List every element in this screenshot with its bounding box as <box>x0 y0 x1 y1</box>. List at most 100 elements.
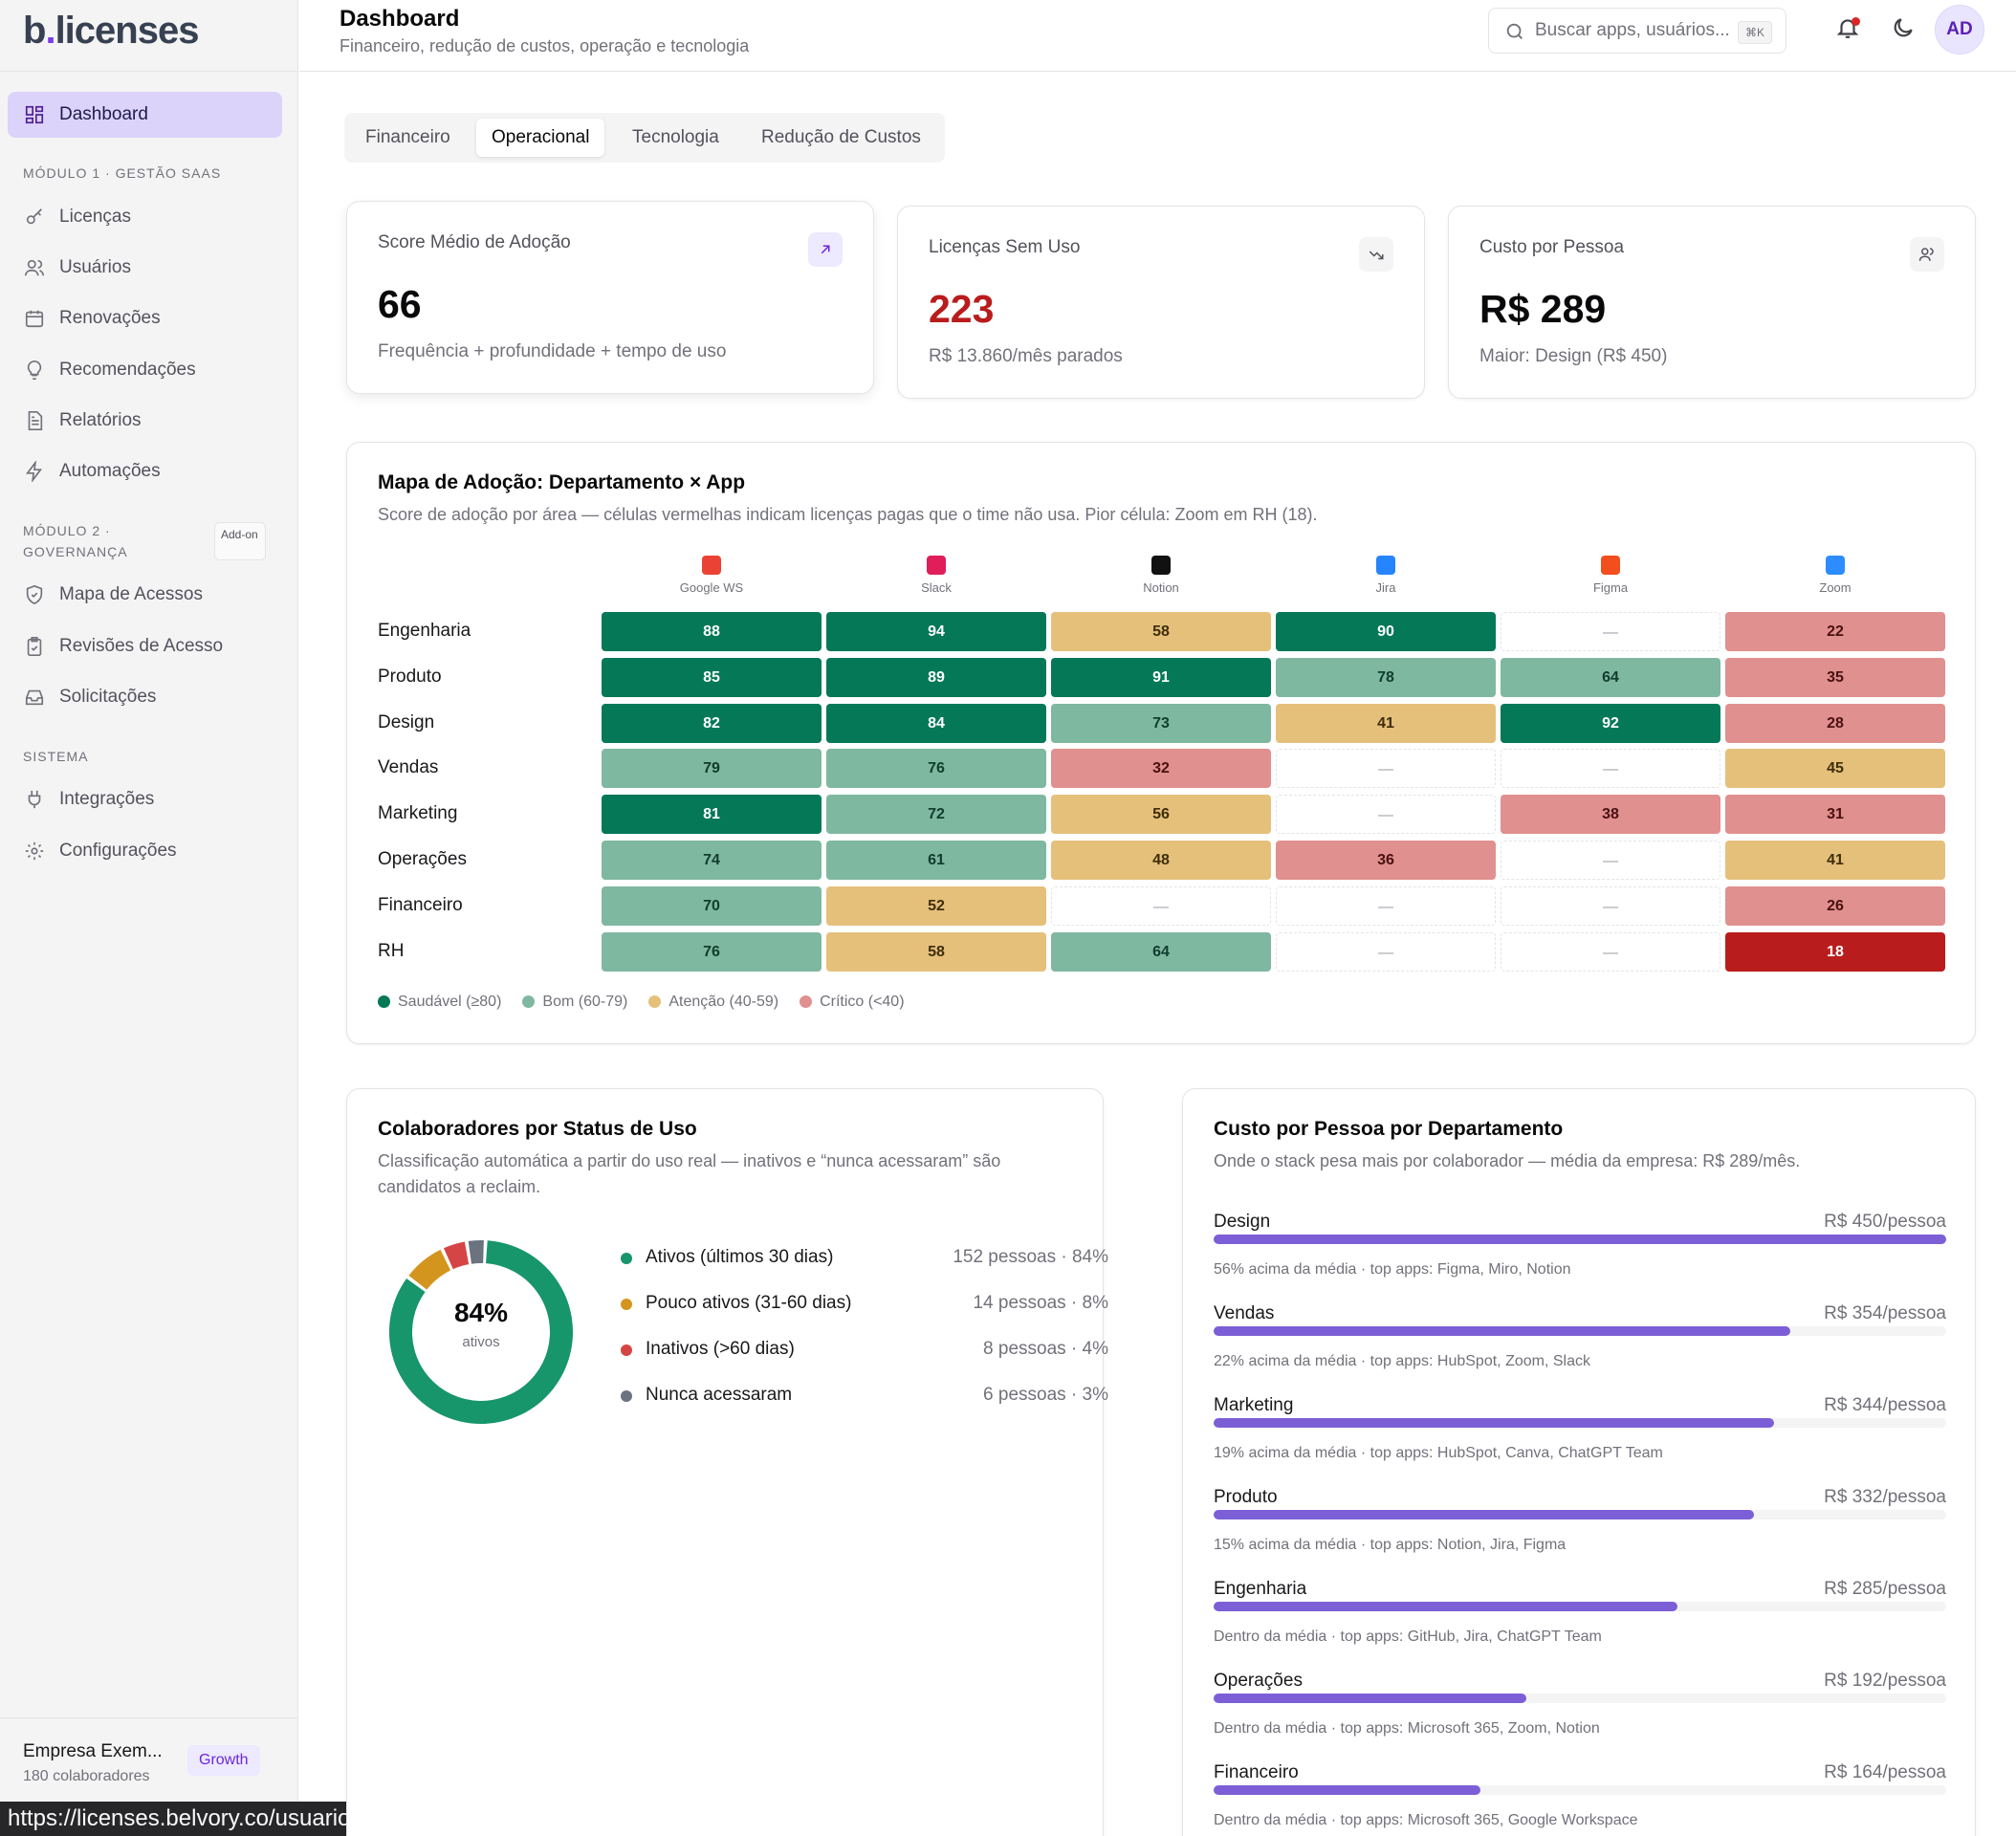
sidebar-item-solicitacoes[interactable]: Solicitações <box>8 674 282 720</box>
heatmap-cell[interactable]: 90 <box>1276 612 1496 651</box>
sidebar-item-configuracoes[interactable]: Configurações <box>8 828 282 874</box>
app-logo-icon <box>1601 556 1620 575</box>
heatmap-cell[interactable]: — <box>1501 749 1720 789</box>
sidebar-item-dashboard[interactable]: Dashboard <box>8 92 282 138</box>
tab-financeiro[interactable]: Financeiro <box>365 127 450 147</box>
heatmap-cell[interactable]: 91 <box>1051 657 1271 697</box>
department-cost: R$ 285/pessoa <box>1824 1579 1946 1599</box>
heatmap-cell[interactable]: 35 <box>1725 657 1945 697</box>
sidebar-item-licencas[interactable]: Licenças <box>8 194 282 240</box>
heatmap-cell[interactable]: — <box>1051 885 1271 926</box>
heatmap-cell[interactable]: 58 <box>1051 612 1271 651</box>
sidebar-item-usuarios[interactable]: Usuários <box>8 245 282 291</box>
heatmap-cell[interactable]: — <box>1276 885 1496 926</box>
sidebar-item-label: Renovações <box>59 308 161 328</box>
kpi-card-licencas-sem-uso[interactable]: Licenças Sem Uso 223 R$ 13.860/mês parad… <box>897 206 1425 399</box>
kpi-card-custo-pessoa[interactable]: Custo por Pessoa R$ 289 Maior: Design (R… <box>1448 206 1976 399</box>
heatmap-cell[interactable]: 89 <box>826 657 1046 697</box>
heatmap-cell[interactable]: — <box>1501 612 1720 651</box>
heatmap-cell[interactable]: 73 <box>1051 703 1271 743</box>
card-title: Mapa de Adoção: Departamento × App <box>378 471 746 493</box>
kpi-value: 66 <box>378 282 422 326</box>
tab-tecnologia[interactable]: Tecnologia <box>632 127 719 147</box>
heatmap-cell[interactable]: 64 <box>1501 657 1720 697</box>
notifications-button[interactable] <box>1835 15 1866 46</box>
department-cost-row[interactable]: Operações R$ 192/pessoa Dentro da média · … <box>1214 1671 1946 1762</box>
adoption-heatmap-card: Mapa de Adoção: Departamento × App Score… <box>346 442 1976 1044</box>
app-column-header: Google WS <box>602 556 822 595</box>
kpi-card-adocao[interactable]: Score Médio de Adoção 66 Frequência + pr… <box>346 201 874 394</box>
heatmap-cell[interactable]: 36 <box>1276 841 1496 880</box>
heatmap-cell[interactable]: 81 <box>602 795 822 835</box>
heatmap-cell[interactable]: 79 <box>602 749 822 789</box>
heatmap-cell[interactable]: 64 <box>1051 931 1271 972</box>
sidebar-item-recomendacoes[interactable]: Recomendações <box>8 347 282 393</box>
heatmap-cell[interactable]: 41 <box>1276 703 1496 743</box>
heatmap-cell[interactable]: 56 <box>1051 795 1271 835</box>
page-title: Dashboard <box>340 6 460 32</box>
heatmap-cell[interactable]: 38 <box>1501 795 1720 835</box>
status-dot <box>621 1344 632 1356</box>
heatmap-cell[interactable]: 70 <box>602 885 822 926</box>
tab-operacional[interactable]: Operacional <box>476 119 605 157</box>
sidebar-item-label: Licenças <box>59 207 131 227</box>
plug-icon <box>24 789 45 810</box>
heatmap-cell[interactable]: 52 <box>826 885 1046 926</box>
donut-segment <box>389 1240 573 1424</box>
heatmap-cell[interactable]: 84 <box>826 703 1046 743</box>
heatmap-cell[interactable]: — <box>1276 795 1496 835</box>
department-name: Engenharia <box>1214 1579 1307 1599</box>
sidebar-item-label: Mapa de Acessos <box>59 584 203 604</box>
department-cost-row[interactable]: Marketing R$ 344/pessoa 19% acima da média… <box>1214 1395 1946 1487</box>
department-cost-row[interactable]: Vendas R$ 354/pessoa 22% acima da média · … <box>1214 1303 1946 1395</box>
department-cost: R$ 192/pessoa <box>1824 1671 1946 1691</box>
sidebar-item-mapa-acessos[interactable]: Mapa de Acessos <box>8 572 282 618</box>
heatmap-cell[interactable]: 58 <box>826 931 1046 972</box>
sidebar-item-automacoes[interactable]: Automações <box>8 448 282 494</box>
sidebar-item-renovacoes[interactable]: Renovações <box>8 295 282 341</box>
heatmap-cell[interactable]: 85 <box>602 657 822 697</box>
tab-reducao-custos[interactable]: Redução de Custos <box>761 127 921 147</box>
heatmap-cell[interactable]: 94 <box>826 612 1046 651</box>
heatmap-cell[interactable]: 88 <box>602 612 822 651</box>
sidebar-item-label: Solicitações <box>59 687 157 707</box>
heatmap-cell[interactable]: 76 <box>602 931 822 972</box>
heatmap-cell[interactable]: — <box>1276 749 1496 789</box>
clipboard-check-icon <box>24 636 45 657</box>
search-input[interactable]: Buscar apps, usuários... ⌘K <box>1488 8 1786 54</box>
heatmap-cell[interactable]: 18 <box>1725 931 1945 972</box>
sidebar-item-revisoes[interactable]: Revisões de Acesso <box>8 623 282 669</box>
heatmap-cell[interactable]: — <box>1501 931 1720 972</box>
sidebar-item-relatorios[interactable]: Relatórios <box>8 398 282 444</box>
department-cost-row[interactable]: Engenharia R$ 285/pessoa Dentro da média ·… <box>1214 1579 1946 1671</box>
heatmap-cell[interactable]: 82 <box>602 703 822 743</box>
app-logo[interactable]: b.licenses <box>23 10 199 52</box>
heatmap-cell[interactable]: 74 <box>602 841 822 880</box>
kpi-value: R$ 289 <box>1479 287 1607 331</box>
heatmap-cell[interactable]: 22 <box>1725 612 1945 651</box>
heatmap-cell[interactable]: 32 <box>1051 749 1271 789</box>
heatmap-cell[interactable]: — <box>1501 885 1720 926</box>
department-cost-row[interactable]: Design R$ 450/pessoa 56% acima da média · … <box>1214 1212 1946 1303</box>
heatmap-cell[interactable]: 92 <box>1501 703 1720 743</box>
organization-switcher[interactable]: Empresa Exem... 180 colaboradores Growth <box>0 1717 297 1836</box>
heatmap-cell[interactable]: 26 <box>1725 885 1945 926</box>
cost-bar-fill <box>1214 1510 1755 1519</box>
heatmap-cell[interactable]: 28 <box>1725 703 1945 743</box>
heatmap-cell[interactable]: — <box>1501 841 1720 880</box>
section-label-modulo1: MÓDULO 1 · GESTÃO SAAS <box>23 165 222 181</box>
heatmap-cell[interactable]: 31 <box>1725 795 1945 835</box>
heatmap-cell[interactable]: 61 <box>826 841 1046 880</box>
heatmap-cell[interactable]: 41 <box>1725 841 1945 880</box>
avatar[interactable]: AD <box>1935 5 1984 55</box>
department-cost-row[interactable]: Financeiro R$ 164/pessoa Dentro da média ·… <box>1214 1762 1946 1836</box>
heatmap-cell[interactable]: 72 <box>826 795 1046 835</box>
heatmap-cell[interactable]: 76 <box>826 749 1046 789</box>
heatmap-cell[interactable]: — <box>1276 931 1496 972</box>
department-cost-row[interactable]: Produto R$ 332/pessoa 15% acima da média ·… <box>1214 1487 1946 1579</box>
theme-toggle-button[interactable] <box>1891 15 1921 46</box>
heatmap-cell[interactable]: 48 <box>1051 841 1271 880</box>
heatmap-cell[interactable]: 45 <box>1725 749 1945 789</box>
heatmap-cell[interactable]: 78 <box>1276 657 1496 697</box>
sidebar-item-integracoes[interactable]: Integrações <box>8 776 282 822</box>
